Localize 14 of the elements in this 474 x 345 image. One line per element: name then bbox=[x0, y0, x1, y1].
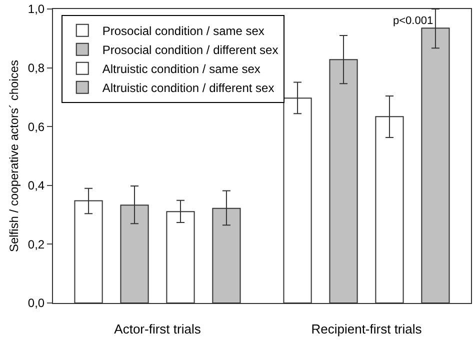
y-tick-label: 0,2 bbox=[28, 237, 45, 252]
y-tick-label: 0,8 bbox=[28, 61, 45, 75]
y-tick-label: 1,0 bbox=[28, 2, 45, 16]
y-tick-label: 0,0 bbox=[28, 296, 45, 310]
legend-label: Prosocial condition / different sex bbox=[102, 43, 278, 58]
x-tick-label: Actor-first trials bbox=[114, 322, 202, 337]
y-axis-title: Selfish / cooperative actors´ choices bbox=[7, 60, 22, 252]
annotation: p<0.001 bbox=[393, 15, 434, 27]
x-tick-label: Recipient-first trials bbox=[311, 322, 422, 337]
legend-label: Prosocial condition / same sex bbox=[102, 24, 264, 38]
legend-label: Altruistic condition / different sex bbox=[102, 81, 274, 96]
y-tick-label: 0,6 bbox=[28, 120, 45, 134]
y-tick-label: 0,4 bbox=[28, 178, 45, 193]
legend-label: Altruistic condition / same sex bbox=[102, 62, 260, 76]
